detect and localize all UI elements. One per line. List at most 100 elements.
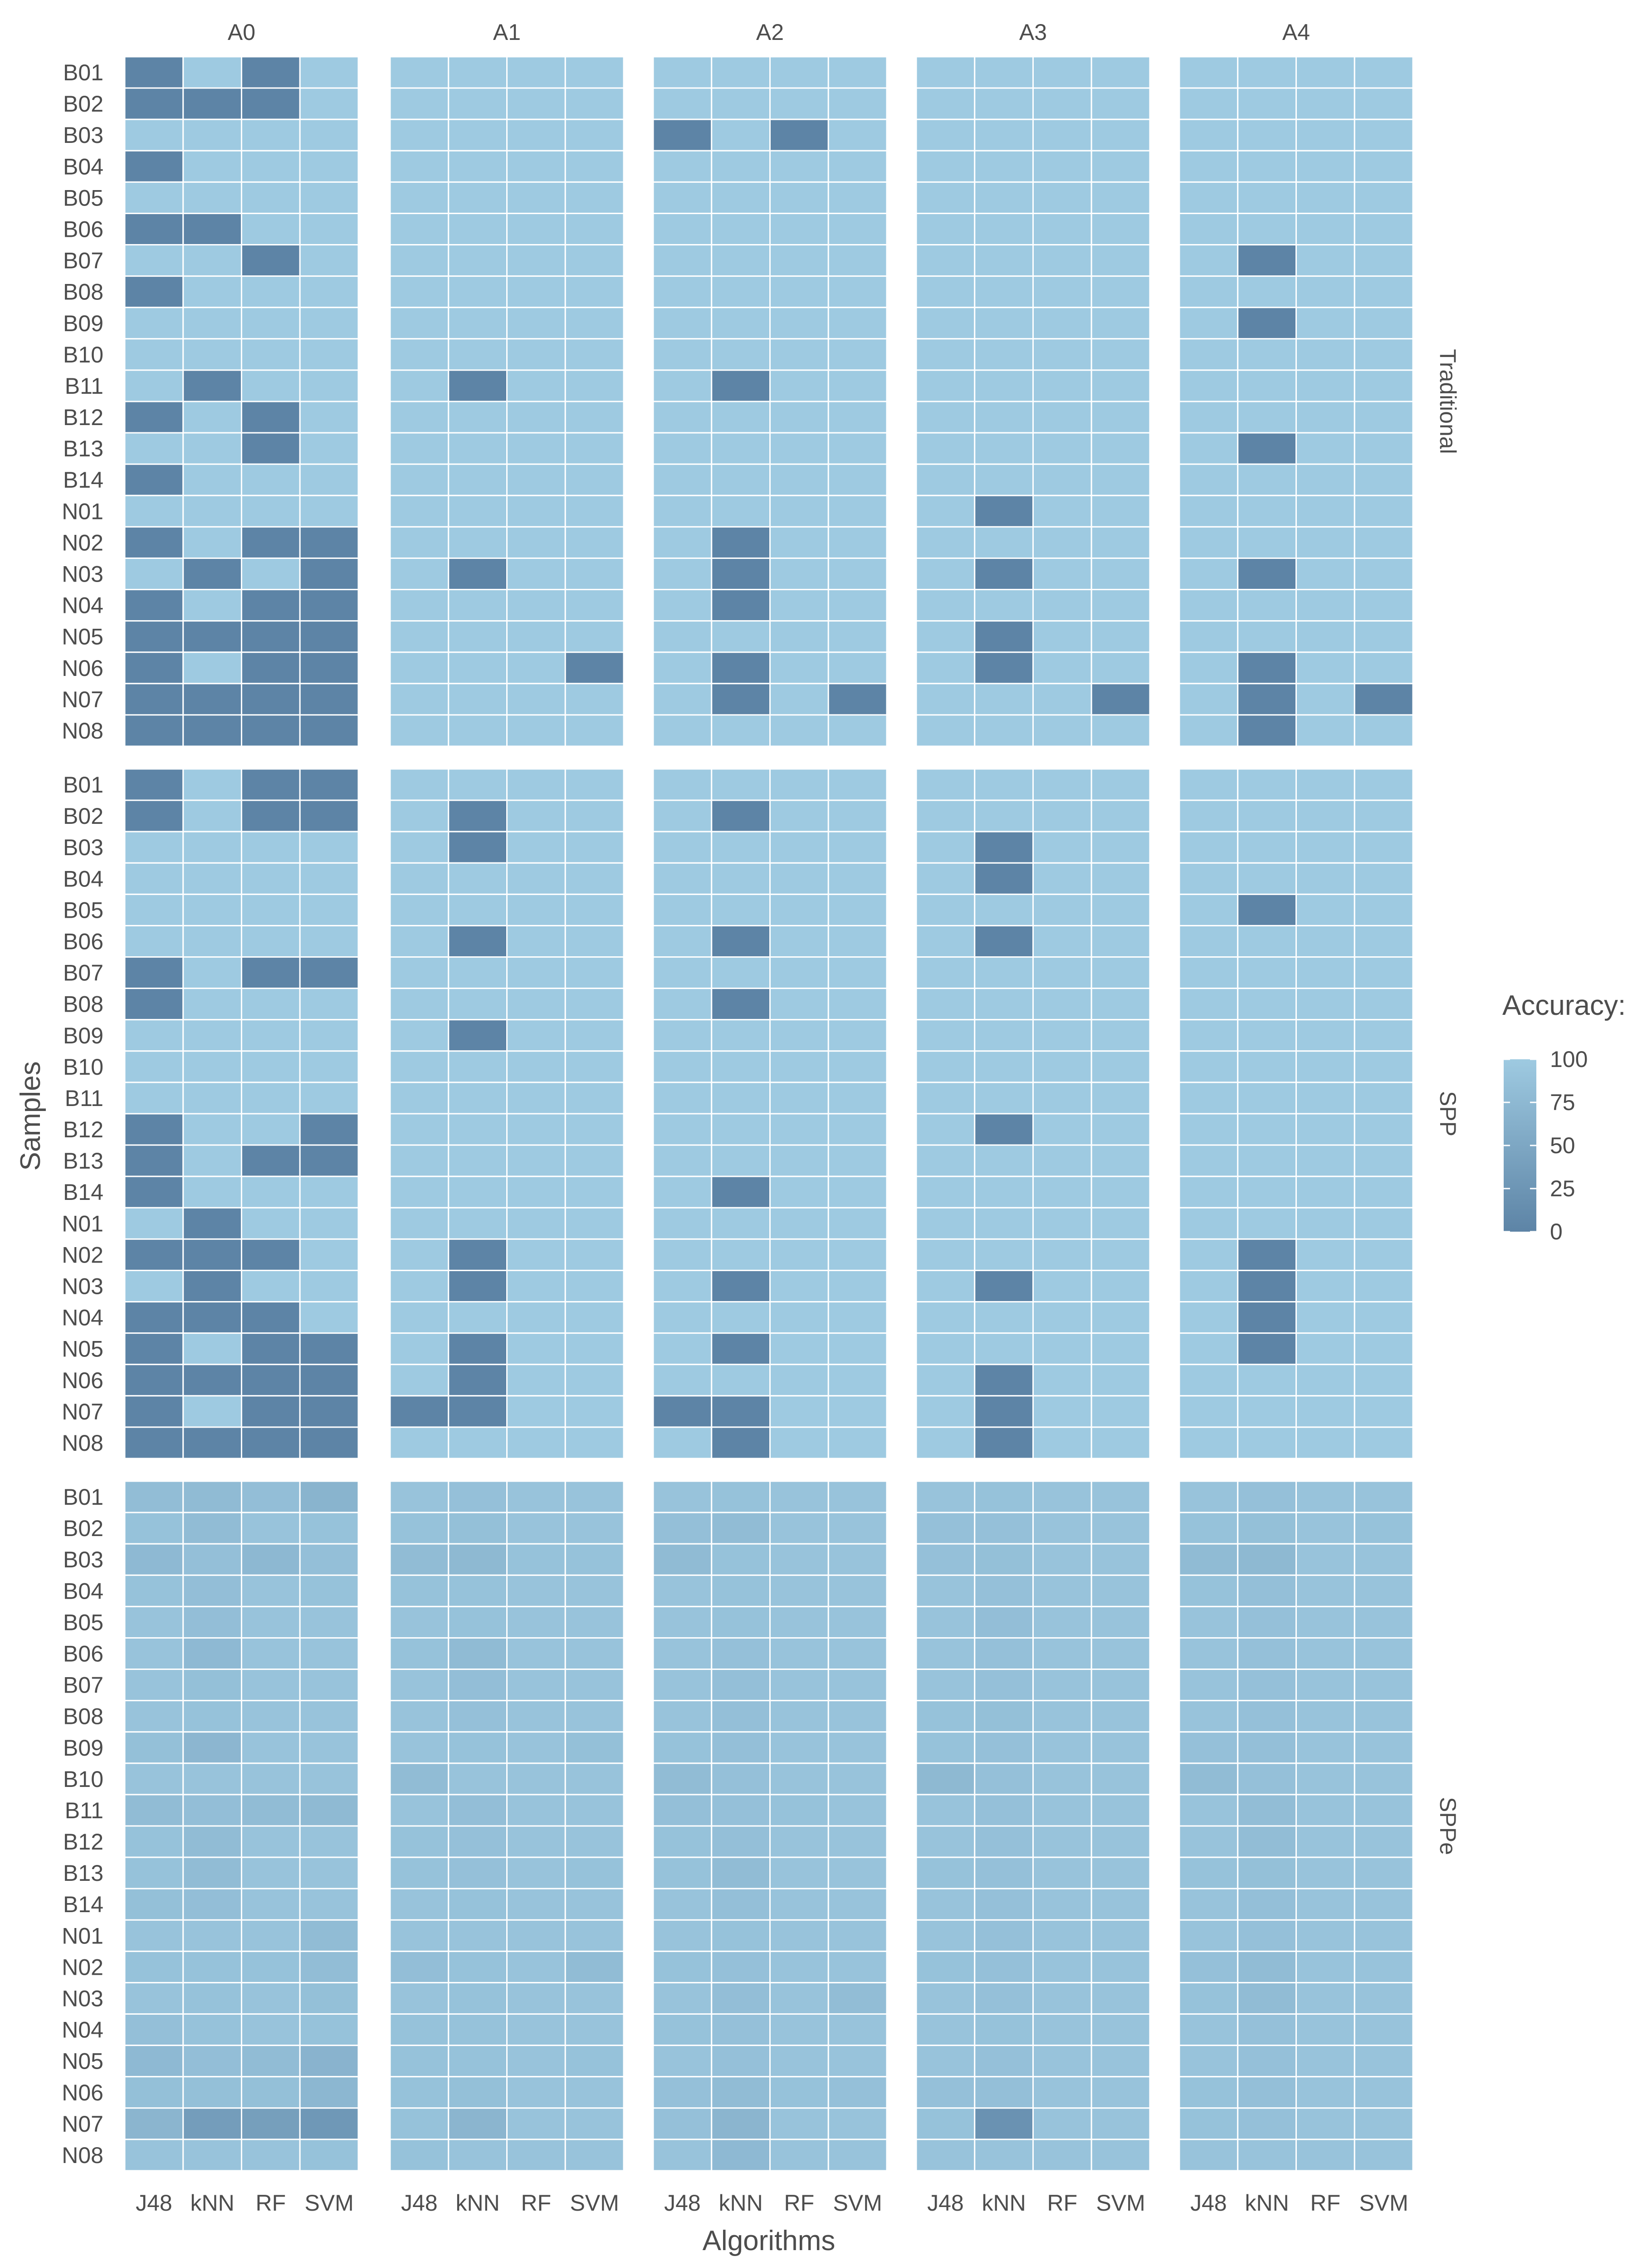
heatmap-cell [564,1731,625,1764]
heatmap-cell [182,799,242,832]
heatmap-cell [915,956,976,989]
heatmap-cell [564,1144,625,1177]
heatmap-cell [915,1950,976,1983]
heatmap-cell [389,87,450,120]
heatmap-cell [769,683,829,716]
heatmap-cell [769,862,829,895]
heatmap-cell [1237,1888,1297,1921]
heatmap-cell [711,244,771,277]
heatmap-cell [1237,1050,1297,1083]
heatmap-cell [1090,1144,1151,1177]
heatmap-cell [1295,1512,1355,1545]
heatmap-cell [974,1113,1034,1146]
heatmap-cell [1032,1794,1092,1827]
heatmap-cell [652,1919,713,1952]
heatmap-cell [1354,768,1414,801]
x-tick-label: SVM [304,2190,353,2216]
heatmap-cell [711,831,771,864]
heatmap-cell [652,212,713,246]
heatmap-cell [182,1574,242,1607]
heatmap-cell [769,925,829,958]
heatmap-cell [241,275,301,308]
heatmap-cell [1178,1762,1239,1796]
heatmap-cell [711,557,771,591]
heatmap-cell [1032,1825,1092,1858]
heatmap-cell [389,799,450,832]
heatmap-cell [1090,369,1151,402]
heatmap-cell [448,925,508,958]
heatmap-cell [389,1269,450,1303]
heatmap-cell [448,463,508,496]
heatmap-cell [1354,1982,1414,2015]
heatmap-cell [124,369,184,402]
heatmap-cell [299,1856,359,1889]
heatmap-cell [1237,1144,1297,1177]
heatmap-cell [299,1731,359,1764]
heatmap-cell [652,2107,713,2140]
heatmap-cell [1354,620,1414,653]
heatmap-cell [1295,651,1355,685]
heatmap-cell [124,1395,184,1428]
heatmap-cell [241,1144,301,1177]
heatmap-cell [448,589,508,622]
heatmap-cell [769,1019,829,1052]
heatmap-cell [915,275,976,308]
heatmap-cell [915,2107,976,2140]
heatmap-cell [769,118,829,152]
heatmap-cell [1090,1762,1151,1796]
heatmap-cell [769,1637,829,1670]
heatmap-cell [1032,275,1092,308]
heatmap-cell [1178,956,1239,989]
heatmap-cell [506,893,566,926]
heatmap-cell [1295,1301,1355,1334]
heatmap-cell [769,589,829,622]
y-tick-label: N01 [62,1211,103,1236]
heatmap-cell [241,1364,301,1397]
heatmap-cell [711,925,771,958]
heatmap-cell [652,1332,713,1365]
heatmap-cell [299,401,359,434]
heatmap-cell [448,1512,508,1545]
heatmap-cell [1237,768,1297,801]
heatmap-cell [915,1512,976,1545]
heatmap-cell [182,1050,242,1083]
heatmap-cell [711,1950,771,1983]
heatmap-cell [652,494,713,528]
heatmap-cell [1354,1700,1414,1733]
heatmap-cell [564,620,625,653]
heatmap-cell [241,1825,301,1858]
heatmap-cell [299,714,359,747]
heatmap-cell [652,1301,713,1334]
heatmap-cell [389,2107,450,2140]
heatmap-cell [506,2013,566,2046]
y-tick-label: B04 [63,866,103,891]
heatmap-cell [389,275,450,308]
heatmap-cell [182,369,242,402]
heatmap-cell [182,1364,242,1397]
heatmap-cell [652,307,713,340]
heatmap-cell [564,1888,625,1921]
heatmap-cell [241,244,301,277]
heatmap-cell [827,557,888,591]
x-tick-label: SVM [1096,2190,1145,2216]
heatmap-cell [1295,1825,1355,1858]
heatmap-cell [974,1856,1034,1889]
heatmap-cell [448,1082,508,1115]
heatmap-cell [1295,620,1355,653]
heatmap-cell [506,589,566,622]
heatmap-cell [389,526,450,559]
heatmap-cell [564,338,625,371]
heatmap-cell [506,1082,566,1115]
heatmap-cell [564,1269,625,1303]
heatmap-cell [1237,1364,1297,1397]
heatmap-cell [506,432,566,465]
heatmap-cell [1178,2045,1239,2078]
heatmap-cell [1032,87,1092,120]
heatmap-cell [711,1669,771,1702]
heatmap-cell [1032,1364,1092,1397]
heatmap-cell [1032,1207,1092,1240]
heatmap-cell [389,1144,450,1177]
heatmap-cell [299,831,359,864]
heatmap-cell [1354,1888,1414,1921]
heatmap-cell [711,1082,771,1115]
